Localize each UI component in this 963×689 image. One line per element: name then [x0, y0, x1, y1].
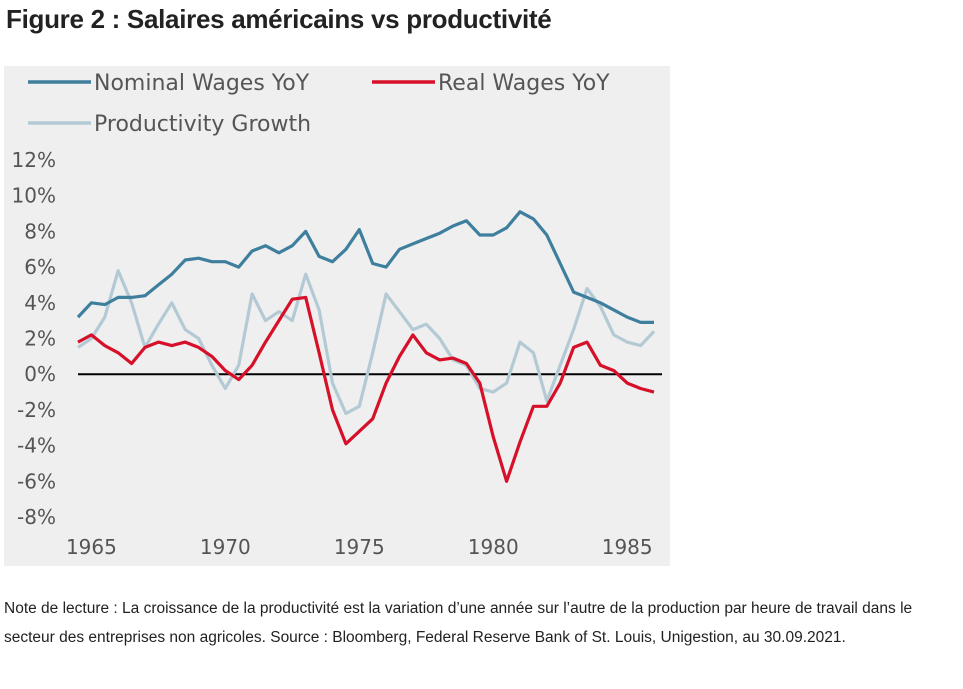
legend-real-wages-label: Real Wages YoY: [438, 71, 610, 96]
y-tick-label: 0%: [24, 362, 56, 386]
reading-note: Note de lecture : La croissance de la pr…: [4, 600, 913, 646]
y-tick-label: 12%: [12, 148, 56, 172]
y-tick-label: 2%: [24, 327, 56, 351]
nominal-wages-line: [76, 210, 654, 324]
chart-background: [4, 66, 670, 566]
y-tick-label: 10%: [12, 184, 56, 208]
productivity-growth-line: [77, 269, 656, 416]
y-tick-label: -4%: [17, 434, 56, 458]
y-tick-label: 6%: [24, 255, 56, 279]
legend-nominal-wages-label: Nominal Wages YoY: [94, 71, 310, 96]
y-tick-label: -8%: [17, 505, 56, 529]
y-tick-label: 4%: [24, 291, 56, 315]
x-tick-label: 1970: [200, 535, 251, 559]
legend: Nominal Wages YoY Real Wages YoY Productiv…: [28, 71, 610, 137]
x-axis-ticks: 1965 1970 1975 1980 1985: [66, 535, 653, 559]
y-axis-ticks: 12% 10% 8% 6% 4% 2% 0% -2% -4% -6% -8%: [12, 148, 56, 529]
y-tick-label: -6%: [17, 469, 56, 493]
x-tick-label: 1975: [334, 535, 385, 559]
x-tick-label: 1985: [602, 535, 653, 559]
y-tick-label: 8%: [24, 219, 56, 243]
chart-panel: Nominal Wages YoY Real Wages YoY Productiv…: [4, 66, 670, 566]
series-lines: [76, 210, 656, 483]
legend-productivity-growth-label: Productivity Growth: [94, 112, 311, 137]
real-wages-line: [77, 295, 655, 483]
figure-title: Figure 2 : Salaires américains vs produc…: [6, 4, 552, 34]
x-tick-label: 1980: [468, 535, 519, 559]
x-tick-label: 1965: [66, 535, 117, 559]
y-tick-label: -2%: [17, 398, 56, 422]
line-chart: Nominal Wages YoY Real Wages YoY Productiv…: [4, 66, 670, 566]
